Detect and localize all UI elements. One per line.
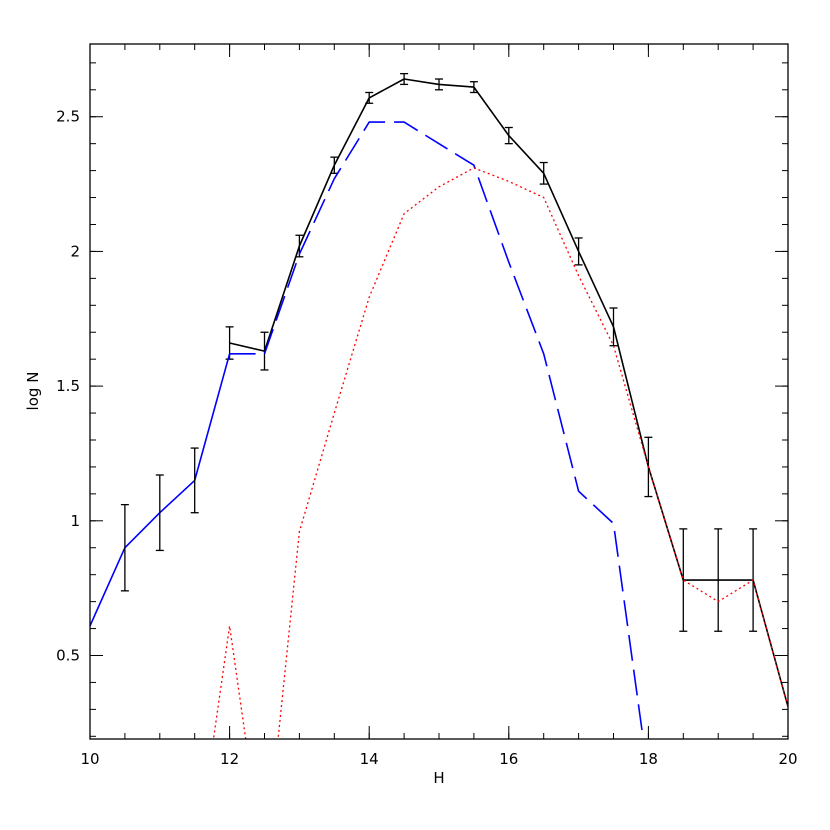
error-bar <box>469 81 478 94</box>
error-bar <box>574 237 583 266</box>
error-bar <box>714 528 723 632</box>
x-tick-label: 20 <box>778 750 797 768</box>
x-tick-label: 18 <box>639 750 658 768</box>
series-line-dashed-1 <box>229 121 645 739</box>
error-bar <box>539 161 548 185</box>
y-tick-label: 2 <box>70 242 80 260</box>
error-bar <box>435 78 443 91</box>
error-bar <box>400 72 409 86</box>
x-tick-label: 14 <box>360 750 379 768</box>
y-tick-label: 1.5 <box>56 377 80 395</box>
series-line-dotted-3 <box>212 167 788 739</box>
error-bar <box>120 503 129 592</box>
y-axis-label: log N <box>24 372 42 411</box>
x-tick-label: 12 <box>220 750 239 768</box>
x-tick-label: 16 <box>499 750 518 768</box>
plot-frame <box>89 43 789 740</box>
error-bar <box>190 447 199 514</box>
series-line-solid-0 <box>229 78 788 707</box>
error-bar <box>155 474 164 552</box>
error-bar <box>609 307 618 347</box>
error-bar <box>260 331 269 371</box>
error-bar <box>504 126 513 145</box>
error-bar <box>365 91 374 104</box>
error-bar <box>679 528 688 632</box>
y-tick-label: 1 <box>70 512 80 530</box>
axis-ticks <box>89 44 789 739</box>
y-tick-label: 2.5 <box>56 108 80 126</box>
y-tick-label: 0.5 <box>56 646 80 664</box>
tick-labels: 10 12 14 16 18 20 0.5 1 1.5 2 2.5 <box>56 108 797 768</box>
x-tick-label: 10 <box>80 750 99 768</box>
x-axis-label: H <box>433 769 444 787</box>
chart-marks <box>90 72 788 739</box>
